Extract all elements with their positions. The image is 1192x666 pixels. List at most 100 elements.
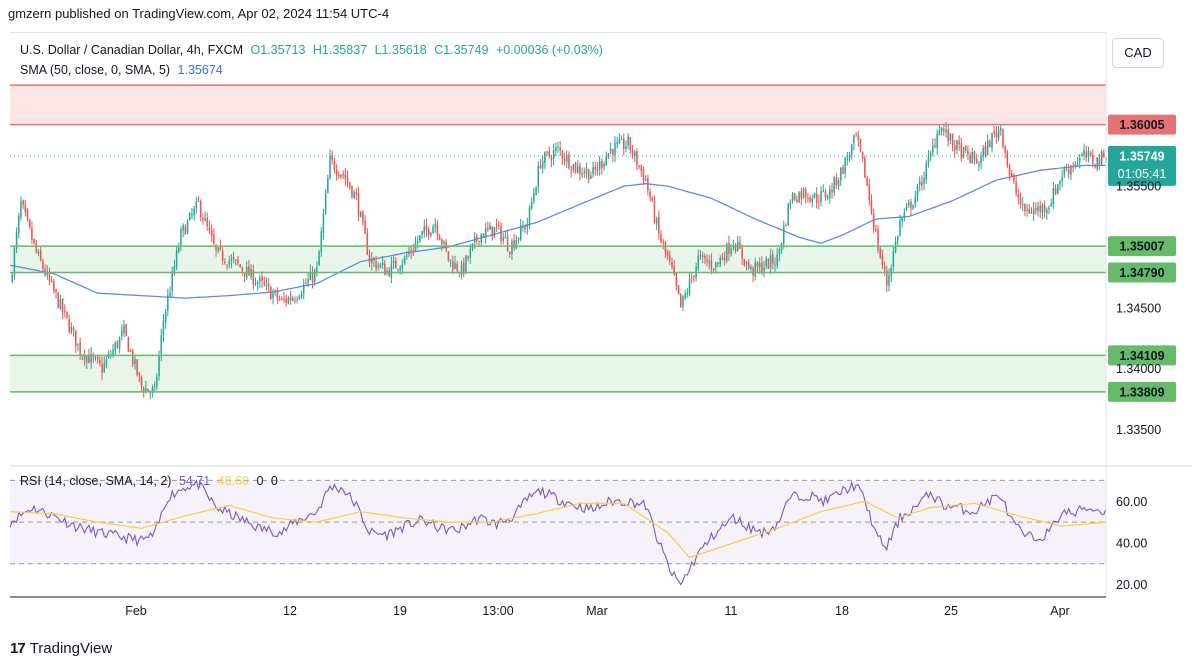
candle-body xyxy=(666,251,669,257)
candle-body xyxy=(462,262,465,273)
last-price-tag xyxy=(1108,145,1176,186)
level-label-1.35007: 1.35007 xyxy=(1119,240,1164,254)
candle-body xyxy=(638,165,640,167)
candle-body xyxy=(787,203,789,226)
candle-body xyxy=(765,258,768,267)
candle-body xyxy=(274,290,276,293)
candle-body xyxy=(552,150,555,160)
candle-body xyxy=(127,337,130,352)
candle-body xyxy=(535,187,537,195)
candle-body xyxy=(186,220,189,234)
candle-body xyxy=(605,156,607,166)
candle-body xyxy=(804,189,807,198)
candle-body xyxy=(921,182,923,186)
candle-body xyxy=(982,147,985,156)
candle-body xyxy=(1030,212,1033,214)
candle-body xyxy=(647,178,649,191)
candle-body xyxy=(715,262,717,268)
candles-layer xyxy=(11,122,1107,400)
candle-body xyxy=(313,270,316,282)
candle-body xyxy=(351,186,353,198)
candle-body xyxy=(1002,129,1004,147)
candle-body xyxy=(616,142,618,145)
candle-body xyxy=(46,271,49,276)
candle-body xyxy=(818,201,820,203)
candle-body xyxy=(140,376,143,387)
price-tick: 1.35500 xyxy=(1116,180,1161,194)
candle-body xyxy=(506,236,509,251)
candle-body xyxy=(1008,165,1011,175)
candle-body xyxy=(226,264,228,266)
sma-label[interactable]: SMA (50, close, 0, SMA, 5) xyxy=(20,63,171,77)
candle-body xyxy=(842,167,844,175)
candle-body xyxy=(754,262,757,277)
candle-body xyxy=(302,284,305,294)
candle-body xyxy=(39,250,42,261)
candle-body xyxy=(309,271,312,280)
candle-body xyxy=(783,225,785,244)
candle-body xyxy=(1006,151,1009,166)
candle-body xyxy=(561,151,564,159)
level-tag-1.34790 xyxy=(1108,262,1176,283)
rsi-label[interactable]: RSI (14, close, SMA, 14, 2) xyxy=(20,474,172,488)
candle-body xyxy=(1000,127,1002,131)
candle-body xyxy=(859,139,862,151)
candle-body xyxy=(938,130,941,136)
candle-body xyxy=(509,251,511,255)
candle-body xyxy=(66,311,68,318)
candle-body xyxy=(671,261,673,268)
currency-button[interactable]: CAD xyxy=(1112,38,1164,68)
candle-body xyxy=(259,278,261,282)
candle-body xyxy=(239,264,241,268)
candle-body xyxy=(522,227,524,229)
candle-body xyxy=(991,132,993,149)
candle-body xyxy=(368,254,371,263)
candle-body xyxy=(517,237,520,240)
candle-body xyxy=(684,293,686,299)
candle-body xyxy=(1078,157,1081,162)
time-tick: Apr xyxy=(1050,604,1069,618)
candle-body xyxy=(153,386,156,388)
candle-body xyxy=(1052,187,1055,206)
candle-body xyxy=(1050,204,1052,207)
candle-body xyxy=(853,135,855,144)
candle-body xyxy=(883,266,886,270)
candle-body xyxy=(679,293,682,307)
candle-body xyxy=(669,254,671,261)
candle-body xyxy=(300,293,303,298)
candle-body xyxy=(480,234,483,243)
candle-body xyxy=(13,248,16,275)
candle-body xyxy=(598,161,601,170)
candle-body xyxy=(925,163,928,180)
candle-body xyxy=(199,201,202,218)
candle-body xyxy=(907,202,910,206)
candle-body xyxy=(215,244,217,250)
candle-body xyxy=(324,193,327,214)
candle-body xyxy=(338,175,340,177)
candle-body xyxy=(701,255,704,257)
candle-body xyxy=(11,274,13,282)
candle-body xyxy=(686,292,689,295)
candle-body xyxy=(452,260,454,270)
candle-body xyxy=(377,265,380,267)
candle-body xyxy=(633,151,636,157)
candle-body xyxy=(901,218,903,222)
candle-body xyxy=(465,255,467,272)
candle-body xyxy=(1070,166,1072,176)
candle-body xyxy=(425,225,428,231)
candle-body xyxy=(870,200,873,213)
candle-body xyxy=(1024,203,1026,212)
candle-body xyxy=(840,167,842,181)
candle-body xyxy=(929,152,932,157)
tradingview-logo[interactable]: 17 TradingView xyxy=(10,640,112,657)
candle-body xyxy=(1037,206,1039,211)
change-value: +0.00036 (+0.03%) xyxy=(495,43,603,57)
candle-body xyxy=(175,250,178,268)
candle-body xyxy=(945,129,947,133)
symbol-title[interactable]: U.S. Dollar / Canadian Dollar, 4h, FXCM xyxy=(20,43,244,57)
candle-body xyxy=(331,154,333,161)
candle-body xyxy=(53,281,55,291)
candle-body xyxy=(1032,209,1035,215)
candle-body xyxy=(434,224,437,227)
